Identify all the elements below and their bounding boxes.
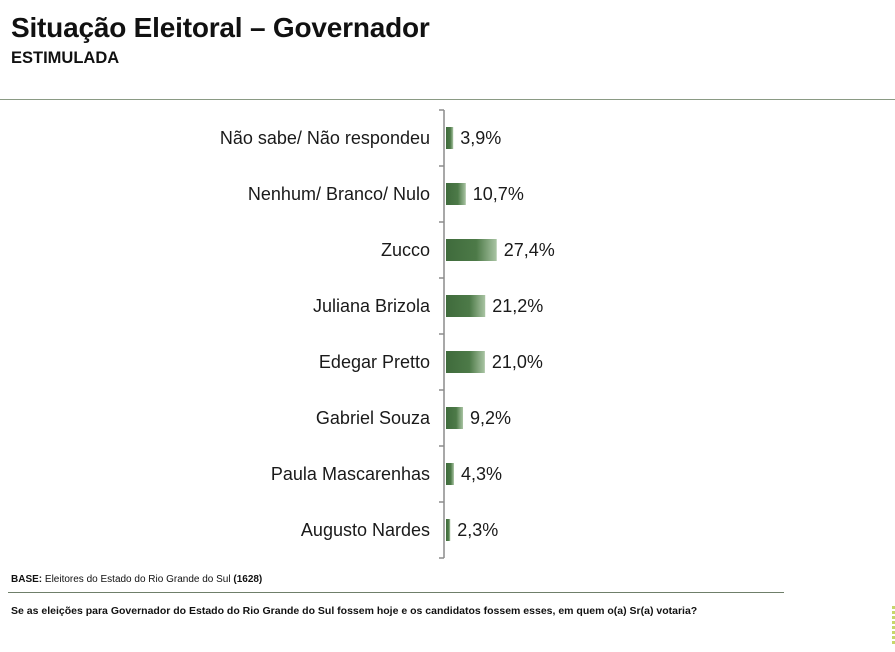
base-text: Eleitores do Estado do Rio Grande do Sul (42, 574, 234, 585)
footer-divider (8, 592, 784, 593)
bar (446, 519, 451, 541)
category-label: Paula Mascarenhas (271, 464, 430, 484)
category-label: Nenhum/ Branco/ Nulo (248, 184, 430, 204)
corner-decoration (892, 606, 895, 646)
bar (446, 295, 486, 317)
bar (446, 463, 454, 485)
category-label: Não sabe/ Não respondeu (220, 128, 430, 148)
base-note: BASE: Eleitores do Estado do Rio Grande … (11, 574, 262, 585)
bar (446, 127, 454, 149)
page-subtitle: ESTIMULADA (11, 49, 120, 67)
category-label: Augusto Nardes (301, 520, 430, 540)
base-label: BASE: (11, 574, 43, 585)
data-label: 3,9% (460, 128, 501, 148)
data-label: 21,0% (492, 352, 543, 372)
bar (446, 183, 466, 205)
data-label: 21,2% (492, 296, 543, 316)
category-label: Edegar Pretto (319, 352, 430, 372)
bar (446, 407, 464, 429)
category-label: Gabriel Souza (316, 408, 431, 428)
base-count: (1628) (233, 574, 263, 585)
page-title: Situação Eleitoral – Governador (11, 12, 430, 43)
data-label: 2,3% (457, 520, 498, 540)
survey-question: Se as eleições para Governador do Estado… (11, 605, 698, 617)
data-label: 10,7% (473, 184, 524, 204)
data-label: 27,4% (504, 240, 555, 260)
bar (446, 351, 485, 373)
header-divider (0, 99, 895, 100)
bar (446, 239, 497, 261)
data-label: 4,3% (461, 464, 502, 484)
data-label: 9,2% (470, 408, 511, 428)
bar-chart: Não sabe/ Não respondeu 3,9% Nenhum/ Branc… (220, 109, 555, 559)
category-label: Zucco (381, 240, 430, 260)
category-label: Juliana Brizola (313, 296, 431, 316)
